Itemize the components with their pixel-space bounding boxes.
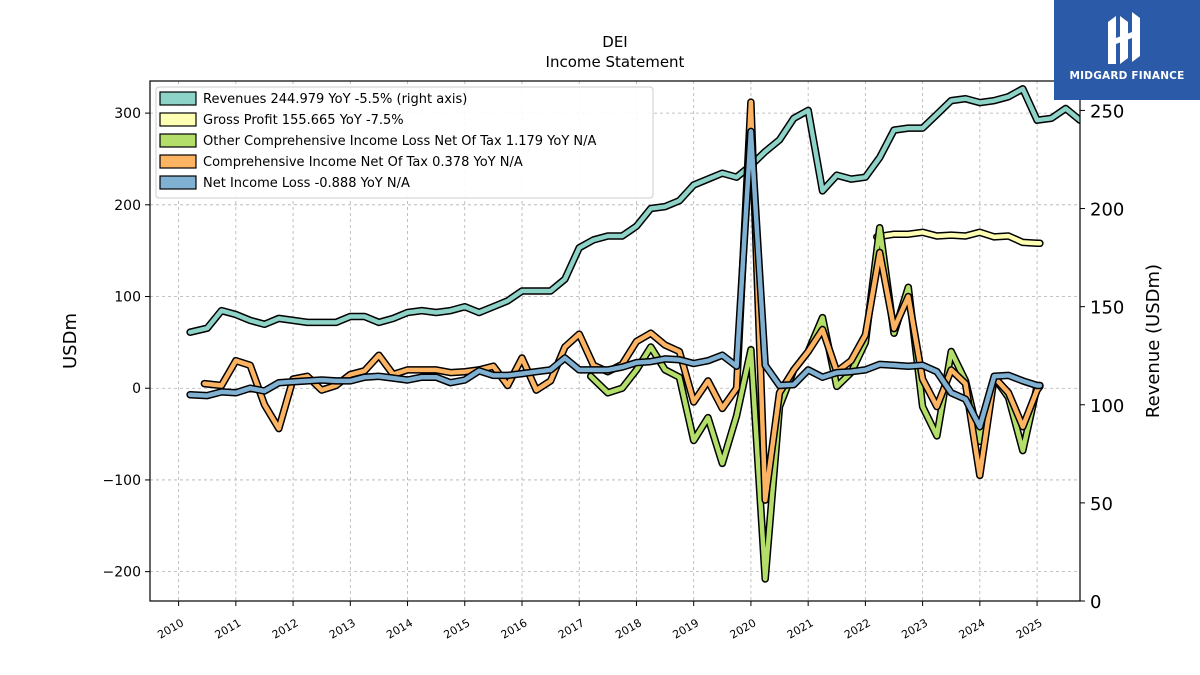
- legend-swatch: [159, 91, 197, 106]
- legend-label: Net Income Loss -0.888 YoY N/A: [203, 176, 410, 191]
- legend-label: Comprehensive Income Net Of Tax 0.378 Yo…: [203, 155, 523, 170]
- legend-label: Other Comprehensive Income Loss Net Of T…: [203, 134, 597, 149]
- legend-box: [155, 86, 654, 199]
- legend: Revenues 244.979 YoY -5.5% (right axis) G…: [155, 86, 654, 199]
- y-tick-label-left: 200: [114, 198, 141, 214]
- x-tick-label: 2018: [613, 616, 644, 641]
- x-tick-label: 2010: [155, 616, 186, 641]
- y-tick-label-right: 200: [1090, 200, 1124, 221]
- legend-swatch: [159, 175, 197, 190]
- legend-swatch: [159, 133, 197, 148]
- x-tick-label: 2015: [442, 616, 473, 641]
- y-tick-label-right: 250: [1090, 101, 1124, 122]
- x-tick-label: 2011: [213, 616, 244, 641]
- y-tick-label-right: 50: [1090, 494, 1113, 515]
- series-1-line: [187, 86, 1080, 335]
- y-tick-label-left: 0: [132, 381, 141, 397]
- chart-title: DEI: [602, 33, 627, 51]
- x-tick-label: 2024: [957, 616, 988, 641]
- series-layer: [186, 85, 1080, 583]
- y-tick-label-left: −100: [103, 473, 141, 489]
- x-axis: 2010 2011 2012 2013 2014 2015 2016 2017 2018 2019…: [155, 601, 1045, 642]
- chart-subtitle: Income Statement: [546, 53, 685, 71]
- y-axis-right: 0 50 100 150 200 250: [1080, 101, 1124, 613]
- x-tick-label: 2012: [270, 616, 301, 641]
- y-tick-label-right: 150: [1090, 298, 1124, 319]
- y-tick-label-right: 100: [1090, 396, 1124, 417]
- legend-swatch: [159, 112, 197, 127]
- x-tick-label: 2023: [899, 616, 930, 641]
- series-4-line: [202, 99, 1043, 503]
- y-axis-label-right: Revenue (USDm): [1143, 264, 1164, 418]
- brand-name: MIDGARD FINANCE: [1069, 70, 1185, 82]
- x-tick-label: 2020: [728, 616, 759, 641]
- legend-swatch: [159, 154, 197, 169]
- series-5-line: [187, 129, 1043, 429]
- x-tick-label: 2014: [384, 616, 415, 641]
- legend-label: Gross Profit 155.665 YoY -7.5%: [203, 113, 404, 128]
- x-tick-label: 2021: [785, 616, 816, 641]
- x-tick-label: 2013: [327, 616, 358, 641]
- y-axis-left: −200 −100 0 100 200 300: [103, 106, 150, 581]
- x-tick-label: 2017: [556, 616, 587, 641]
- y-tick-label-left: 300: [114, 106, 141, 122]
- y-tick-label-left: −200: [103, 565, 141, 581]
- y-axis-label-left: USDm: [60, 313, 81, 369]
- series-3-line: [588, 225, 1043, 582]
- x-tick-label: 2016: [499, 616, 530, 641]
- x-tick-label: 2025: [1014, 616, 1045, 641]
- x-tick-label: 2019: [670, 616, 701, 641]
- y-tick-label-left: 100: [114, 290, 141, 306]
- x-tick-label: 2022: [842, 616, 873, 641]
- y-tick-label-right: 0: [1090, 592, 1101, 613]
- series-2-line: [874, 230, 1043, 246]
- midgard-logo-icon: [1108, 12, 1140, 64]
- brand-logo: MIDGARD FINANCE: [1054, 0, 1200, 100]
- legend-label: Revenues 244.979 YoY -5.5% (right axis): [203, 92, 467, 107]
- plot-frame: [149, 80, 1081, 602]
